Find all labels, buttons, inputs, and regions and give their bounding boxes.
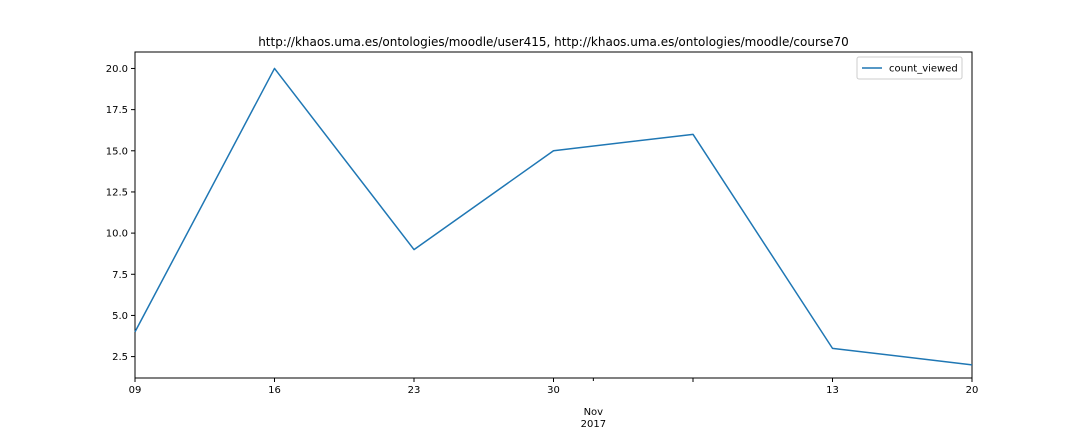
x-tick-label: 16	[268, 385, 281, 396]
x-tick-label: 23	[408, 385, 421, 396]
x-major-month-label: Nov	[584, 407, 604, 418]
x-tick-label: 13	[826, 385, 839, 396]
y-tick-label: 17.5	[106, 105, 128, 116]
legend-label: count_viewed	[889, 64, 958, 75]
chart-title: http://khaos.uma.es/ontologies/moodle/us…	[258, 35, 849, 49]
plot-frame	[134, 51, 973, 379]
plot-area	[134, 67, 973, 366]
axes: 2.5 5.0 7.5 10.0 12.5 15.0 17.5 20.0 09 16 23 30 13 2…	[106, 51, 979, 430]
y-tick-label: 12.5	[106, 187, 128, 198]
legend-box	[856, 56, 963, 80]
y-tick-label: 15.0	[106, 146, 128, 157]
x-tick-label: 20	[966, 385, 979, 396]
y-tick-label: 20.0	[106, 64, 128, 75]
y-tick-label: 10.0	[106, 229, 128, 240]
y-tick-label: 7.5	[112, 270, 128, 281]
x-tick-label: 30	[547, 385, 560, 396]
y-tick-label: 2.5	[112, 352, 128, 363]
y-tick-label: 5.0	[112, 311, 128, 322]
series-line	[134, 67, 973, 366]
x-major-year-label: 2017	[581, 419, 606, 430]
x-tick-label: 09	[129, 385, 142, 396]
legend: count_viewed	[856, 56, 963, 80]
